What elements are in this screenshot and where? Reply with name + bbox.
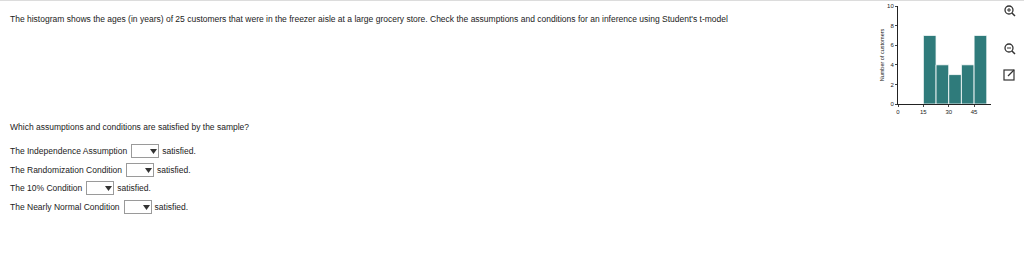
svg-text:0: 0 bbox=[896, 109, 900, 115]
html-text:satisfied.: satisfied. bbox=[162, 146, 196, 156]
html-text:satisfied.: satisfied. bbox=[117, 183, 151, 193]
html-text:satisfied.: satisfied. bbox=[157, 165, 191, 175]
html-text:The 10% Condition: The 10% Condition bbox=[10, 183, 83, 193]
svg-text:30: 30 bbox=[945, 109, 952, 115]
svg-text:4: 4 bbox=[890, 62, 894, 68]
svg-text:Number of customers: Number of customers bbox=[879, 28, 885, 81]
svg-text:0: 0 bbox=[890, 101, 894, 107]
svg-text:45: 45 bbox=[971, 109, 978, 115]
html-text:The Independence Assumption: The Independence Assumption bbox=[10, 146, 128, 156]
html-text:satisfied.: satisfied. bbox=[154, 202, 189, 212]
svg-text:6: 6 bbox=[890, 42, 894, 48]
html-text:The Nearly Normal Condition: The Nearly Normal Condition bbox=[10, 202, 120, 212]
svg-text:15: 15 bbox=[920, 109, 927, 115]
svg-text:8: 8 bbox=[890, 23, 894, 29]
svg-text:10: 10 bbox=[887, 3, 894, 9]
html-text:The Randomization Condition: The Randomization Condition bbox=[10, 165, 122, 175]
html-text:Which assumptions and conditio: Which assumptions and conditions are sat… bbox=[10, 122, 250, 132]
html-text:The histogram shows the ages (: The histogram shows the ages (in years) … bbox=[10, 14, 728, 24]
svg-text:2: 2 bbox=[890, 82, 894, 88]
